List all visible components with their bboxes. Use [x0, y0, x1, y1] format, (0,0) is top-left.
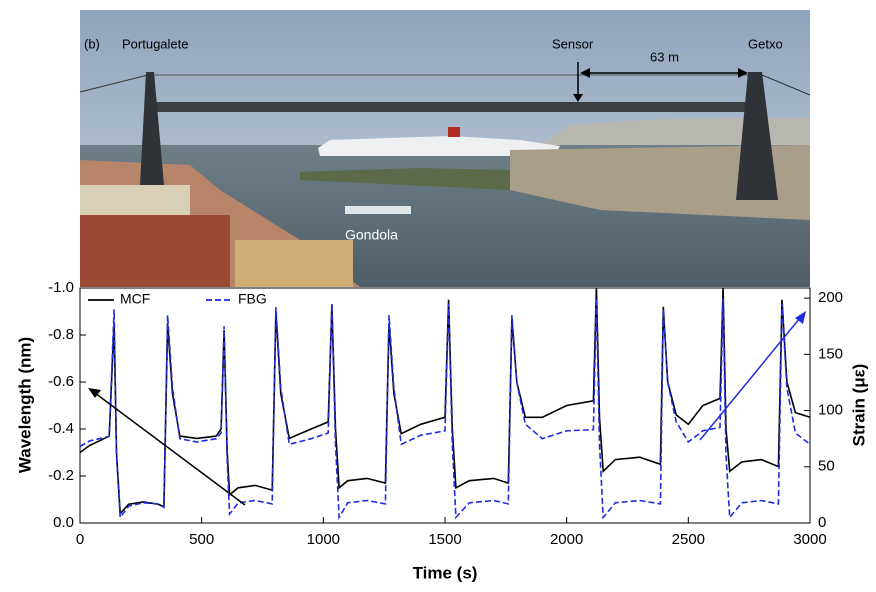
- y2-tick-label: 0: [818, 514, 826, 531]
- y-axis-label: Wavelength (nm): [15, 337, 34, 473]
- tower-right: [736, 72, 778, 200]
- axis-arrow: [94, 392, 246, 506]
- y2-axis-label: Strain (με): [849, 364, 868, 447]
- ship: [318, 136, 560, 156]
- y2-tick-label: 150: [818, 345, 843, 362]
- x-tick-label: 500: [189, 531, 214, 548]
- distance-label: 63 m: [650, 49, 679, 64]
- x-tick-label: 0: [76, 531, 84, 548]
- y-tick-label: -0.6: [48, 373, 74, 390]
- panel-label: (b): [84, 36, 100, 51]
- series-line: [79, 287, 811, 516]
- legend-label: FBG: [238, 291, 267, 307]
- y-tick-label: -0.2: [48, 467, 74, 484]
- x-axis-label: Time (s): [413, 563, 478, 582]
- town-right: [510, 145, 810, 220]
- y-tick-label: -0.4: [48, 420, 74, 437]
- roofs: [80, 215, 230, 287]
- y2-tick-label: 100: [818, 402, 843, 419]
- legend-label: MCF: [120, 291, 150, 307]
- y-tick-label: -1.0: [48, 279, 74, 296]
- y-tick-label: 0.0: [53, 514, 74, 531]
- series-line: [79, 298, 811, 521]
- bridge-deck: [148, 102, 760, 112]
- arrow-head: [795, 311, 806, 324]
- pier: [300, 168, 510, 190]
- gondola: [345, 206, 411, 214]
- x-tick-label: 1000: [307, 531, 340, 548]
- place-label: Portugalete: [122, 36, 189, 51]
- x-tick-label: 2500: [672, 531, 705, 548]
- plot: Time (s) Wavelength (nm) Strain (με) 0 50…: [15, 279, 868, 583]
- arrow-head: [88, 388, 101, 398]
- x-tick-label: 1500: [428, 531, 461, 548]
- x-tick-label: 3000: [793, 531, 826, 548]
- photo: (b) Portugalete Sensor 63 m Getxo Gondol…: [79, 10, 811, 287]
- cable: [79, 74, 149, 93]
- tower-left: [140, 72, 164, 185]
- axis-arrow: [699, 317, 801, 441]
- y-tick-label: -0.8: [48, 326, 74, 343]
- gondola-label: Gondola: [345, 227, 398, 243]
- cable: [761, 74, 811, 96]
- x-tick-label: 2000: [550, 531, 583, 548]
- building: [80, 185, 190, 215]
- y2-tick-label: 200: [818, 289, 843, 306]
- funnel: [448, 127, 460, 137]
- sensor-label: Sensor: [552, 36, 594, 51]
- arrow-head: [573, 94, 583, 102]
- place-label: Getxo: [748, 36, 783, 51]
- y2-tick-label: 50: [818, 458, 835, 475]
- building: [235, 240, 353, 287]
